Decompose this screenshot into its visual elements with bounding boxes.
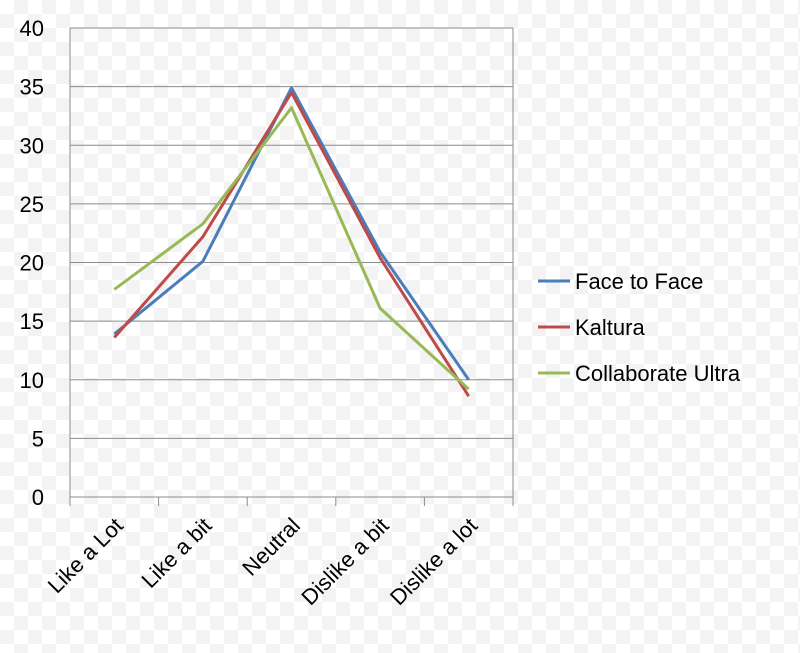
- y-tick-label: 40: [20, 16, 44, 41]
- legend-label: Kaltura: [575, 315, 645, 340]
- y-tick-label: 5: [32, 426, 44, 451]
- y-tick-label: 0: [32, 485, 44, 510]
- y-tick-label: 25: [20, 192, 44, 217]
- x-tick-label: Neutral: [237, 513, 305, 581]
- y-tick-label: 15: [20, 309, 44, 334]
- y-tick-label: 35: [20, 75, 44, 100]
- legend-label: Face to Face: [575, 269, 703, 294]
- y-tick-label: 10: [20, 368, 44, 393]
- series-line-face-to-face: [113, 86, 470, 381]
- x-tick-label: Dislike a bit: [296, 513, 393, 610]
- legend-label: Collaborate Ultra: [575, 361, 741, 386]
- y-tick-label: 30: [20, 133, 44, 158]
- y-tick-label: 20: [20, 251, 44, 276]
- x-tick-label: Dislike a lot: [385, 513, 482, 610]
- x-tick-label: Like a bit: [136, 513, 216, 593]
- series-line-kaltura: [113, 90, 470, 397]
- series-line-collaborate-ultra: [113, 106, 470, 391]
- x-tick-label: Like a Lot: [43, 513, 128, 598]
